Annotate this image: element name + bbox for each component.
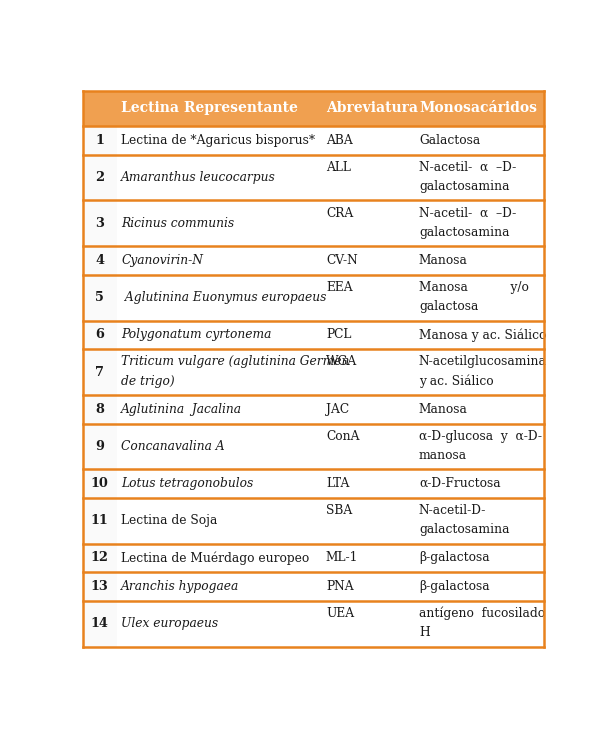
Text: 9: 9 bbox=[95, 440, 104, 453]
Bar bbox=[82, 126, 544, 155]
Text: ConA: ConA bbox=[326, 430, 359, 443]
Text: Abreviatura: Abreviatura bbox=[326, 101, 418, 115]
Bar bbox=[82, 423, 544, 469]
Bar bbox=[82, 395, 544, 423]
Text: 12: 12 bbox=[90, 551, 109, 564]
Text: ALL: ALL bbox=[326, 161, 351, 174]
Text: H: H bbox=[419, 626, 430, 639]
Text: Ulex europaeus: Ulex europaeus bbox=[122, 618, 219, 630]
Text: PNA: PNA bbox=[326, 580, 354, 593]
Text: 5: 5 bbox=[95, 291, 104, 304]
Text: Monosacáridos: Monosacáridos bbox=[419, 101, 537, 115]
Text: antígeno  fucosilado: antígeno fucosilado bbox=[419, 607, 545, 620]
Text: de trigo): de trigo) bbox=[122, 374, 175, 388]
Text: Ricinus communis: Ricinus communis bbox=[122, 217, 235, 230]
Text: 13: 13 bbox=[90, 580, 109, 593]
Text: 6: 6 bbox=[95, 328, 104, 342]
Bar bbox=[82, 274, 544, 320]
Text: EEA: EEA bbox=[326, 281, 353, 294]
Bar bbox=[82, 423, 117, 469]
Text: galactosa: galactosa bbox=[419, 300, 478, 313]
Bar bbox=[82, 572, 544, 601]
Text: 2: 2 bbox=[95, 171, 104, 184]
Text: manosa: manosa bbox=[419, 449, 467, 462]
Text: β-galactosa: β-galactosa bbox=[419, 551, 489, 564]
Text: 14: 14 bbox=[90, 618, 109, 630]
Text: 10: 10 bbox=[90, 477, 109, 490]
Text: Manosa y ac. Siálico: Manosa y ac. Siálico bbox=[419, 328, 546, 342]
Bar bbox=[82, 544, 544, 572]
Text: SBA: SBA bbox=[326, 504, 352, 518]
Text: 11: 11 bbox=[91, 514, 109, 527]
Text: JAC: JAC bbox=[326, 403, 349, 416]
Text: Polygonatum cyrtonema: Polygonatum cyrtonema bbox=[122, 328, 272, 342]
Bar bbox=[82, 201, 544, 246]
Text: Lectina de *Agaricus bisporus*: Lectina de *Agaricus bisporus* bbox=[122, 134, 315, 147]
Text: Aranchis hypogaea: Aranchis hypogaea bbox=[122, 580, 240, 593]
Text: α-D-glucosa  y  α-D-: α-D-glucosa y α-D- bbox=[419, 430, 542, 443]
Bar bbox=[82, 201, 117, 246]
Bar bbox=[82, 349, 117, 395]
Bar bbox=[82, 601, 544, 647]
Text: Manosa: Manosa bbox=[419, 254, 468, 267]
Text: Cyanovirin-N: Cyanovirin-N bbox=[122, 254, 203, 267]
Text: WGA: WGA bbox=[326, 356, 357, 369]
Bar bbox=[82, 395, 117, 423]
Bar bbox=[82, 155, 544, 201]
Text: Amaranthus leucocarpus: Amaranthus leucocarpus bbox=[122, 171, 276, 184]
Bar bbox=[82, 349, 544, 395]
Text: ABA: ABA bbox=[326, 134, 353, 147]
Text: N-acetil-  α  –D-: N-acetil- α –D- bbox=[419, 161, 516, 174]
Text: 8: 8 bbox=[95, 403, 104, 416]
Text: PCL: PCL bbox=[326, 328, 351, 342]
Bar bbox=[82, 126, 117, 155]
Text: Galactosa: Galactosa bbox=[419, 134, 480, 147]
Text: Manosa: Manosa bbox=[419, 403, 468, 416]
Text: Lotus tetragonobulos: Lotus tetragonobulos bbox=[122, 477, 254, 490]
Bar bbox=[82, 274, 117, 320]
Text: ML-1: ML-1 bbox=[326, 551, 358, 564]
Text: β-galactosa: β-galactosa bbox=[419, 580, 489, 593]
Bar bbox=[82, 91, 544, 126]
Text: Triticum vulgare (aglutinina Germen: Triticum vulgare (aglutinina Germen bbox=[122, 356, 349, 369]
Text: Lectina de Muérdago europeo: Lectina de Muérdago europeo bbox=[122, 551, 310, 565]
Text: CV-N: CV-N bbox=[326, 254, 357, 267]
Text: Aglutinina  Jacalina: Aglutinina Jacalina bbox=[122, 403, 243, 416]
Text: galactosamina: galactosamina bbox=[419, 226, 510, 239]
Text: N-acetilglucosamina: N-acetilglucosamina bbox=[419, 356, 547, 369]
Text: N-acetil-  α  –D-: N-acetil- α –D- bbox=[419, 207, 516, 220]
Bar bbox=[82, 601, 117, 647]
Text: galactosamina: galactosamina bbox=[419, 180, 510, 193]
Text: Lectina Representante: Lectina Representante bbox=[122, 101, 298, 115]
Bar bbox=[82, 469, 117, 498]
Bar bbox=[82, 246, 544, 274]
Bar bbox=[82, 469, 544, 498]
Text: UEA: UEA bbox=[326, 607, 354, 620]
Text: α-D-Fructosa: α-D-Fructosa bbox=[419, 477, 500, 490]
Text: y ac. Siálico: y ac. Siálico bbox=[419, 374, 494, 388]
Text: 1: 1 bbox=[95, 134, 104, 147]
Bar bbox=[82, 544, 117, 572]
Bar bbox=[82, 498, 117, 544]
Text: N-acetil-D-: N-acetil-D- bbox=[419, 504, 486, 518]
Text: Lectina de Soja: Lectina de Soja bbox=[122, 514, 218, 527]
Text: 4: 4 bbox=[95, 254, 104, 267]
Text: Aglutinina Euonymus europaeus: Aglutinina Euonymus europaeus bbox=[122, 291, 327, 304]
Bar bbox=[82, 155, 117, 201]
Text: 3: 3 bbox=[95, 217, 104, 230]
Bar bbox=[82, 320, 544, 349]
Text: LTA: LTA bbox=[326, 477, 349, 490]
Text: Concanavalina A: Concanavalina A bbox=[122, 440, 225, 453]
Bar bbox=[82, 572, 117, 601]
Bar bbox=[82, 320, 117, 349]
Text: Manosa           y/o: Manosa y/o bbox=[419, 281, 529, 294]
Text: CRA: CRA bbox=[326, 207, 353, 220]
Text: 7: 7 bbox=[95, 366, 104, 379]
Bar bbox=[82, 498, 544, 544]
Bar bbox=[82, 246, 117, 274]
Text: galactosamina: galactosamina bbox=[419, 523, 510, 537]
